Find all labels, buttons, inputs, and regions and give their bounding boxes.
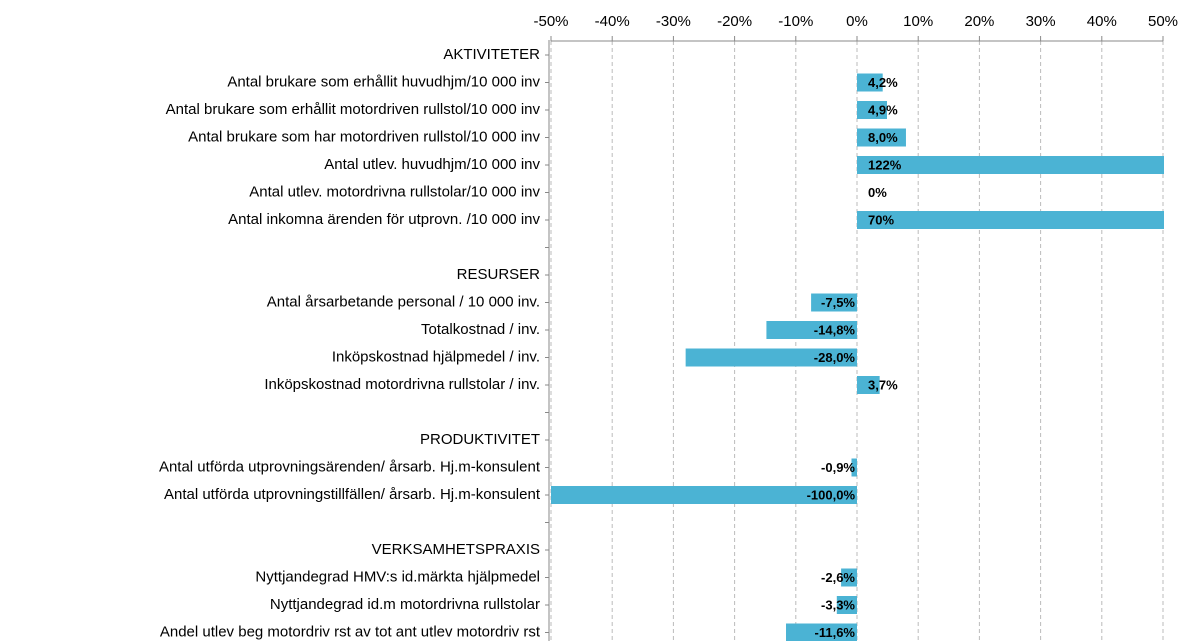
- bar: [857, 73, 883, 92]
- category-label: Antal utlev. huvudhjm/10 000 inv: [324, 156, 540, 173]
- category-label: Antal brukare som har motordriven rullst…: [188, 128, 540, 145]
- value-label: -28,0%: [814, 350, 856, 365]
- value-label: -0,9%: [821, 460, 855, 475]
- value-label: 3,7%: [868, 377, 898, 392]
- bar: [786, 623, 857, 641]
- x-tick-label: 40%: [1087, 13, 1117, 30]
- x-tick-label: -30%: [656, 13, 691, 30]
- x-tick-label: -20%: [717, 13, 752, 30]
- x-tick-label: 0%: [846, 13, 868, 30]
- x-tick-label: -10%: [778, 13, 813, 30]
- value-label: 4,2%: [868, 75, 898, 90]
- category-label: Nyttjandegrad id.m motordrivna rullstola…: [270, 596, 540, 613]
- value-label: -2,6%: [821, 570, 855, 585]
- x-tick-label: 50%: [1148, 13, 1178, 30]
- category-label: Nyttjandegrad HMV:s id.märkta hjälpmedel: [255, 568, 540, 585]
- bar: [766, 321, 857, 339]
- value-label: -3,3%: [821, 597, 855, 612]
- category-label: VERKSAMHETSPRAXIS: [372, 541, 540, 558]
- category-label: AKTIVITETER: [443, 46, 540, 63]
- bar: [851, 458, 857, 477]
- value-label: -11,6%: [815, 625, 856, 640]
- bar: [685, 348, 857, 367]
- category-label: Antal utförda utprovningsärenden/ årsarb…: [159, 458, 541, 475]
- category-label: PRODUKTIVITET: [420, 431, 540, 448]
- bar: [551, 486, 857, 504]
- category-label: Antal brukare som erhållit motordriven r…: [166, 101, 541, 118]
- x-tick-label: 20%: [964, 13, 994, 30]
- category-label: Antal utlev. motordrivna rullstolar/10 0…: [249, 183, 540, 200]
- category-label: Andel utlev beg motordriv rst av tot ant…: [160, 623, 541, 640]
- value-label: 122%: [868, 157, 902, 172]
- value-label: 8,0%: [868, 130, 898, 145]
- category-label: Inköpskostnad motordrivna rullstolar / i…: [264, 376, 540, 393]
- bar: [857, 101, 887, 119]
- bar: [857, 128, 906, 147]
- x-tick-label: 30%: [1026, 13, 1056, 30]
- category-label: Totalkostnad / inv.: [421, 321, 540, 338]
- value-label: -7,5%: [821, 295, 855, 310]
- category-label: Antal brukare som erhållit huvudhjm/10 0…: [227, 73, 540, 90]
- value-label: 0%: [868, 185, 887, 200]
- x-tick-label: -40%: [595, 13, 630, 30]
- bar: [836, 596, 857, 614]
- x-tick-label: -50%: [533, 13, 568, 30]
- category-label: RESURSER: [457, 266, 541, 283]
- bar: [841, 568, 857, 587]
- value-label: -100,0%: [807, 487, 856, 502]
- category-label: Inköpskostnad hjälpmedel / inv.: [332, 348, 540, 365]
- category-label: Antal årsarbetande personal / 10 000 inv…: [267, 293, 540, 310]
- value-label: -14,8%: [814, 322, 856, 337]
- bar: [857, 376, 880, 394]
- bar: [857, 156, 1164, 174]
- value-label: 70%: [868, 212, 894, 227]
- category-label: Antal inkomna ärenden för utprovn. /10 0…: [228, 211, 540, 228]
- bar: [857, 211, 1164, 229]
- value-label: 4,9%: [868, 102, 898, 117]
- x-tick-label: 10%: [903, 13, 933, 30]
- bar: [811, 293, 857, 312]
- category-label: Antal utförda utprovningstillfällen/ års…: [164, 486, 541, 503]
